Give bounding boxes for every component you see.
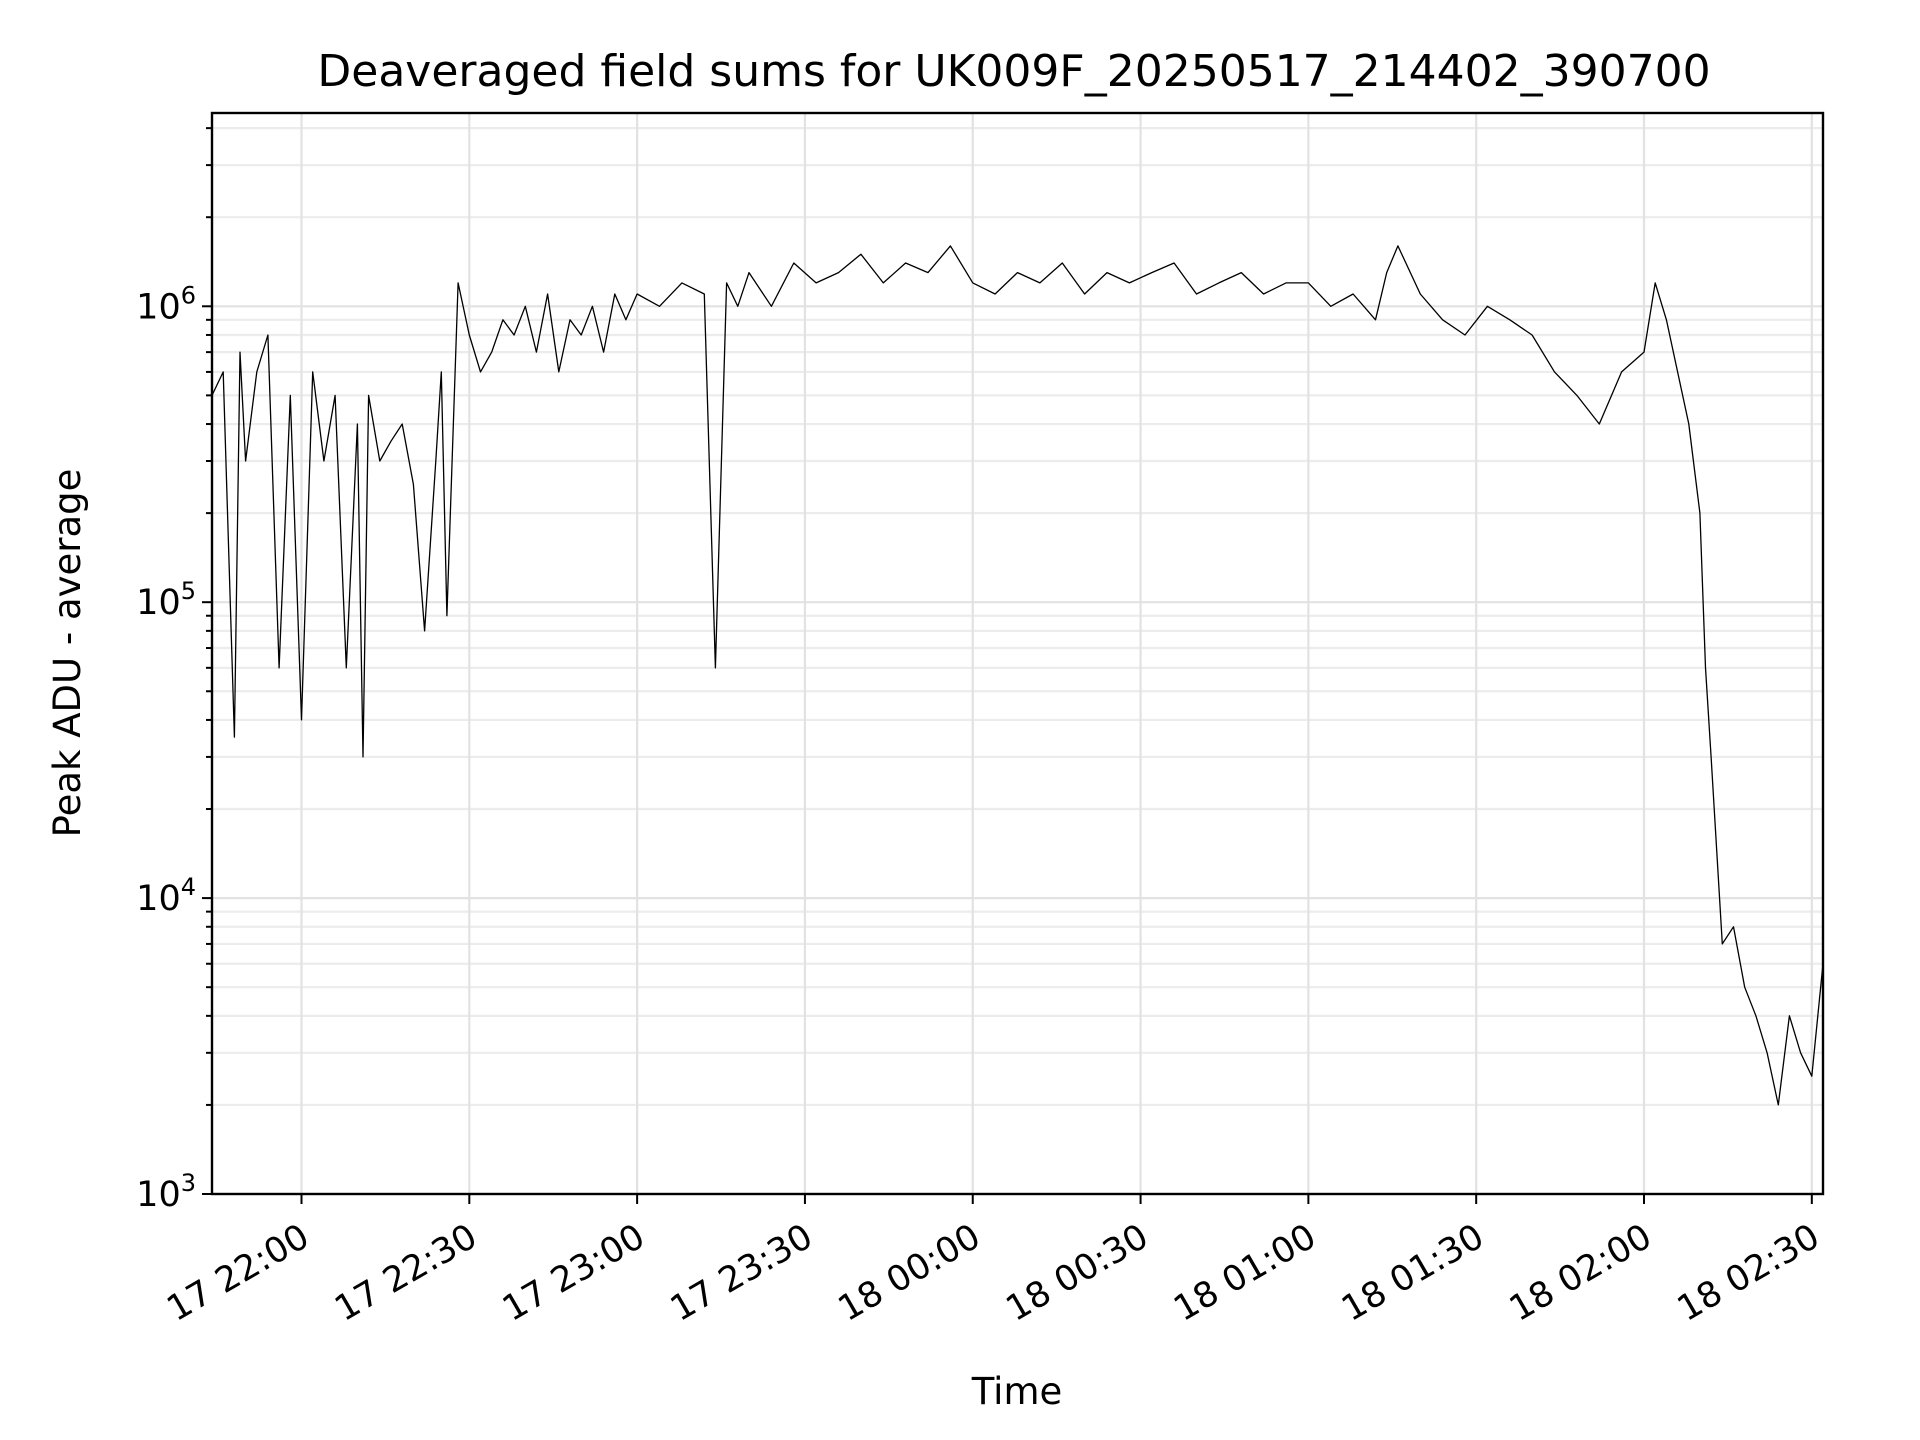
grid — [212, 113, 1823, 1196]
x-axis-label: Time — [971, 1370, 1063, 1413]
y-tick-label: 103 — [136, 1169, 196, 1215]
x-axis: 17 22:00 17 22:30 17 23:00 17 23:30 18 00:00… — [161, 1194, 1827, 1330]
x-tick-label: 17 22:00 — [161, 1217, 317, 1330]
x-tick-label: 18 01:30 — [1335, 1217, 1491, 1330]
x-tick-label: 17 23:00 — [496, 1217, 652, 1330]
chart-title: Deaveraged field sums for UK009F_2025051… — [317, 46, 1710, 97]
y-tick-label: 105 — [136, 577, 196, 623]
y-tick-label: 106 — [136, 281, 196, 327]
x-tick-label: 18 02:30 — [1671, 1217, 1827, 1330]
y-tick-label: 104 — [136, 873, 196, 919]
x-tick-label: 18 02:00 — [1503, 1217, 1659, 1330]
series-group — [211, 245, 1824, 1106]
x-tick-label: 18 01:00 — [1167, 1217, 1323, 1330]
y-axis-label: Peak ADU - average — [46, 469, 89, 838]
x-tick-label: 17 22:30 — [328, 1217, 484, 1330]
x-tick-label: 18 00:30 — [1000, 1217, 1156, 1330]
x-tick-label: 17 23:30 — [664, 1217, 820, 1330]
plot-frame — [210, 111, 1825, 1196]
series-line-0 — [211, 245, 1824, 1106]
y-axis: 103 104 105 106 — [136, 127, 212, 1215]
x-tick-label: 18 00:00 — [832, 1217, 988, 1330]
